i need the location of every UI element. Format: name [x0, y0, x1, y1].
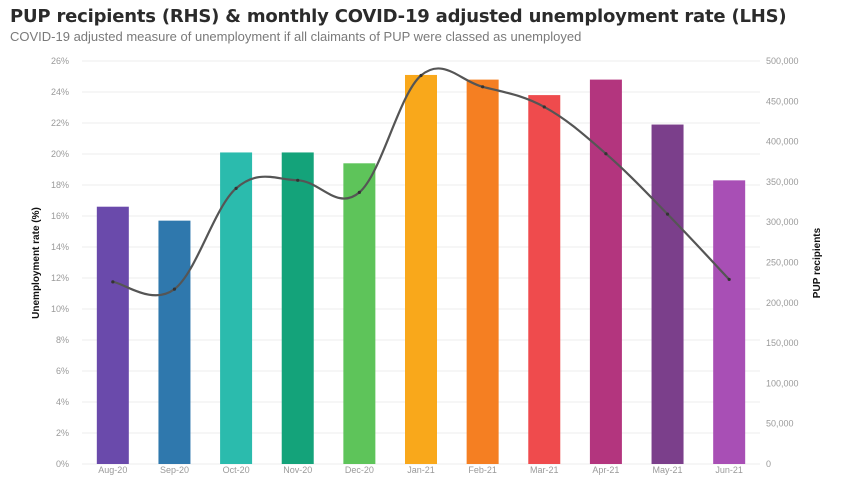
y-tick-label: 12% [51, 273, 69, 283]
line-point [234, 186, 238, 190]
line-point [665, 212, 670, 216]
y2-tick-label: 200,000 [766, 298, 799, 308]
y-tick-label: 26% [51, 56, 69, 66]
ticks-layer: 0% 2% 4% 6% 8% 10% 12% 14% 16% 18% 20% 22% 24% 26% 0 50… [51, 56, 799, 475]
y2-tick-label: 250,000 [766, 258, 799, 268]
y-tick-label: 24% [51, 87, 69, 97]
x-tick-label: May-21 [653, 465, 683, 475]
bar [651, 124, 684, 465]
line-point [604, 152, 608, 156]
line-point [172, 287, 177, 291]
bar [343, 163, 376, 465]
y-tick-label: 8% [56, 335, 69, 345]
y2-tick-label: 0 [766, 459, 771, 469]
chart-title: PUP recipients (RHS) & monthly COVID-19 … [10, 6, 787, 27]
x-tick-label: Aug-20 [98, 465, 127, 475]
bar [713, 180, 746, 464]
bar [466, 79, 499, 464]
x-tick-label: Oct-20 [223, 465, 250, 475]
line-point [481, 85, 485, 89]
line-point [357, 190, 361, 194]
line-point [727, 277, 731, 282]
x-tick-label: Nov-20 [283, 465, 312, 475]
y2-tick-label: 100,000 [766, 378, 799, 388]
x-tick-label: Apr-21 [592, 465, 619, 475]
y2-tick-label: 450,000 [766, 96, 799, 106]
y2-tick-label: 150,000 [766, 338, 799, 348]
y2-tick-label: 50,000 [766, 419, 794, 429]
y2-tick-label: 350,000 [766, 177, 799, 187]
y-axis-label: Unemployment rate (%) [31, 207, 42, 319]
bars-layer [96, 74, 746, 465]
line-point [419, 73, 423, 78]
y2-axis-label: PUP recipients [812, 227, 823, 298]
y-tick-label: 4% [56, 397, 69, 407]
y-tick-label: 10% [51, 304, 69, 314]
x-tick-label: Dec-20 [345, 465, 374, 475]
line-point [296, 178, 300, 182]
y-tick-label: 0% [56, 459, 69, 469]
y-tick-label: 6% [56, 366, 69, 376]
x-tick-label: Jun-21 [715, 465, 743, 475]
x-tick-label: Mar-21 [530, 465, 559, 475]
pup-recipients-line [112, 67, 730, 297]
y2-tick-label: 500,000 [766, 56, 799, 66]
bar [405, 74, 437, 464]
y-tick-label: 22% [51, 118, 69, 128]
bar [220, 152, 253, 464]
bar [589, 79, 622, 464]
bar [528, 95, 561, 464]
y-tick-label: 18% [51, 180, 69, 190]
y2-tick-label: 300,000 [766, 217, 799, 227]
y2-tick-label: 400,000 [766, 137, 799, 147]
chart-subtitle: COVID-19 adjusted measure of unemploymen… [10, 29, 582, 44]
y-tick-label: 20% [51, 149, 69, 159]
line-layer [111, 67, 731, 297]
line-point [542, 105, 546, 109]
y-tick-label: 2% [56, 428, 69, 438]
line-point [111, 280, 115, 284]
x-tick-label: Jan-21 [407, 465, 435, 475]
bar [96, 206, 129, 464]
x-tick-label: Feb-21 [468, 465, 497, 475]
y-tick-label: 16% [51, 211, 69, 221]
bar [158, 220, 191, 464]
bar [281, 152, 314, 464]
x-tick-label: Sep-20 [160, 465, 189, 475]
y-tick-label: 14% [51, 242, 69, 252]
